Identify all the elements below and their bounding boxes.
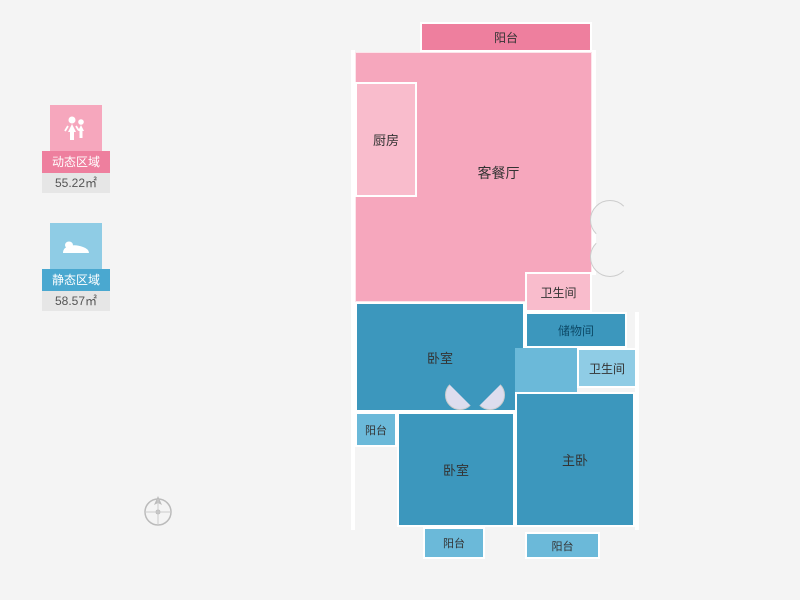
room-label: 阳台 [365,422,387,438]
room-bathroom-2: 卫生间 [577,348,637,388]
room-balcony-top: 阳台 [420,22,592,52]
legend-static: 静态区域 58.57㎡ [50,223,110,311]
wall [351,50,355,530]
room-label: 卫生间 [589,360,625,377]
legend-dynamic-value: 55.22㎡ [42,173,110,193]
door-arc [590,237,630,277]
room-label: 厨房 [373,130,399,149]
room-label: 储物间 [558,322,594,339]
compass-icon [140,492,176,533]
floorplan: 客餐厅 阳台 厨房 卫生间 卧室 储物间 卫生间 阳台 卧室 主卧 阳台 [355,22,665,567]
legend-panel: 动态区域 55.22㎡ 静态区域 58.57㎡ [50,105,110,341]
wall [635,312,639,530]
room-balcony-mid-left: 阳台 [355,412,397,447]
room-label: 客餐厅 [478,163,520,183]
room-label: 卫生间 [540,284,576,301]
room-label: 阳台 [494,29,518,46]
wall [592,50,596,275]
door-arc [590,200,630,240]
legend-dynamic-label: 动态区域 [42,151,110,173]
legend-static-label: 静态区域 [42,269,110,291]
room-bathroom-1: 卫生间 [525,272,592,312]
room-label: 主卧 [562,450,588,469]
room-label: 卧室 [443,460,469,479]
legend-dynamic: 动态区域 55.22㎡ [50,105,110,193]
hallway-2 [515,348,577,392]
people-icon [50,105,102,151]
room-master-bedroom: 主卧 [515,392,635,527]
room-bedroom-2: 卧室 [397,412,515,527]
sleeping-icon [50,223,102,269]
room-balcony-bottom-left: 阳台 [423,527,485,559]
room-storage: 储物间 [525,312,627,348]
room-kitchen: 厨房 [355,82,417,197]
room-label: 卧室 [427,348,453,367]
legend-static-value: 58.57㎡ [42,291,110,311]
room-balcony-bottom-right: 阳台 [525,532,600,559]
room-label: 阳台 [443,535,465,551]
room-label: 阳台 [552,538,574,554]
